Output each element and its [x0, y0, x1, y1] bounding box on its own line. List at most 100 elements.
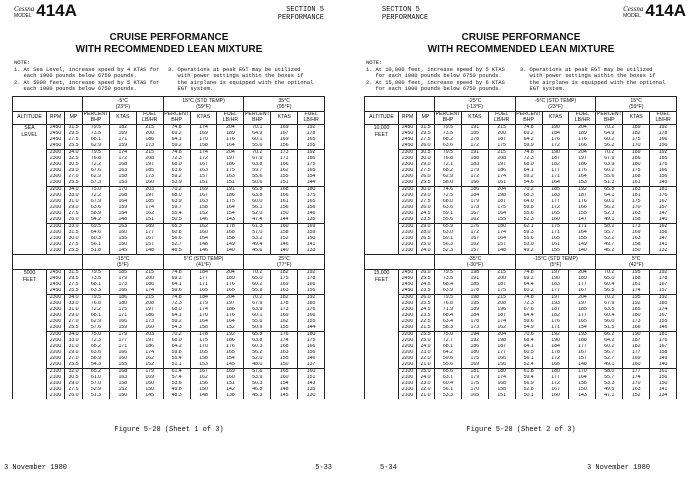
data-row: 2300 26.0 79.5 198 215 74.8 197 204 70.2 195 192 [365, 294, 678, 301]
table-cell: 21.5 [415, 325, 436, 332]
temperature-row: -5°C (23°F) 15°C (STD TEMP) (59°F) 35°C (95°F… [11, 96, 326, 112]
table-cell: 174 [649, 307, 678, 313]
temperature-line: (5°F) [549, 262, 562, 268]
table-cell: 68.1 [434, 344, 462, 350]
table-cell: 63.8 [243, 162, 272, 168]
data-row: 2450 29.5 73.5 179 200 69.2 177 189 65.0 175 178 [13, 276, 326, 282]
table-cell: 60.1 [243, 137, 272, 143]
table-cell: 27.5 [63, 387, 84, 393]
table-cell: 156 [297, 288, 326, 295]
table-cell: 166 [297, 313, 326, 319]
section-number: SECTION 5 [382, 6, 420, 14]
temperature-line: 15°C [630, 98, 642, 104]
table-cell: 2100 [398, 393, 417, 399]
table-cell: 168 [270, 186, 299, 193]
table-cell: 30.5 [63, 162, 84, 168]
page-number: 5-34 [380, 464, 397, 472]
column-label: KTAS [541, 111, 570, 125]
data-row: 2200 29.0 63.6 159 174 59.7 158 164 56.1 156 156 [13, 205, 326, 211]
data-row: 2100 25.0 65.6 181 180 61.8 180 170 58.0 177 161 [365, 368, 678, 375]
temperature-row: -15°C (5°F) 5°C (STD TEMP) (41°F) 25°C (77°F) [11, 254, 326, 270]
table-cell: 63.9 [434, 288, 462, 295]
table-cell: 48.0 [243, 362, 272, 369]
table-cell: 24.5 [415, 282, 436, 288]
table-cell: 164 [216, 143, 245, 150]
table-cell: 172 [460, 230, 489, 236]
table-cell: 52.0 [243, 356, 272, 362]
table-cell: 167 [270, 131, 299, 137]
table-cell: 176 [270, 331, 299, 338]
table-cell: 140 [270, 248, 299, 255]
table-cell: 176 [216, 137, 245, 143]
table-cell: 172 [460, 174, 489, 180]
data-row: 2100 24.0 63.1 179 174 59.4 177 164 55.7 174 156 [365, 375, 678, 381]
table-cell: 157 [649, 205, 678, 211]
data-row: 2200 21.0 55.6 169 156 52.4 166 148 49.1 160 140 [365, 362, 678, 369]
table-cell: 29.0 [415, 193, 436, 199]
table-cell: 168 [270, 344, 299, 350]
table-cell: 27.5 [415, 168, 436, 174]
table-cell: 162 [649, 223, 678, 230]
table-cell: 173 [270, 307, 299, 313]
table-cell: 22.5 [415, 319, 436, 325]
table-cell: 169 [460, 362, 489, 369]
table-cell: 151 [216, 180, 245, 187]
table-cell: 59.1 [434, 211, 462, 217]
data-row: 2200 31.0 68.2 171 186 64.2 170 176 60.3 168 166 [13, 344, 326, 350]
column-label: ALTITUDE [364, 111, 399, 125]
table-cell: 189 [216, 131, 245, 137]
column-label: ALTITUDE [12, 111, 47, 125]
altitude-line: FEET [374, 276, 389, 283]
table-cell: 169 [270, 124, 299, 131]
note-number: 2. [14, 79, 21, 86]
notes-column: NOTE: 1. At 10,000 feet, increase speed by… [366, 60, 512, 93]
temperature-row: -35°C (-30°F) -15°C (STD TEMP) (5°F) 5°C (42°… [363, 254, 678, 270]
temperature-line: 35°C [278, 98, 291, 104]
column-label: FUEL LB/HR [216, 111, 245, 125]
table-cell: 175 [297, 338, 326, 344]
table-cell: 166 [297, 344, 326, 350]
table-cell: 50.1 [514, 393, 543, 399]
table-cell: 57.6 [243, 368, 272, 375]
column-label: KTAS [108, 111, 137, 125]
title-line: WITH RECOMMENDED LEAN MIXTURE [427, 44, 615, 55]
data-row: 2200 33.0 72.2 168 197 68.0 167 186 63.8 166 175 [13, 193, 326, 199]
table-cell: 148 [270, 387, 299, 393]
table-cell: 164 [216, 205, 245, 211]
table-cell: 151 [216, 381, 245, 387]
table-cell: 33.0 [63, 223, 84, 230]
data-row: 2200 30.0 74.6 186 204 70.2 185 192 65.8 183 181 [365, 186, 678, 193]
table-cell: 65.0 [243, 276, 272, 282]
table-cell: 79.5 [434, 149, 462, 156]
data-row: 2100 30.5 61.0 163 169 57.4 162 160 53.9 160 151 [13, 375, 326, 381]
table-cell: 31.5 [63, 230, 84, 236]
table-cell: 68.2 [434, 168, 462, 174]
notes-heading: NOTE: [366, 60, 383, 66]
table-cell: 29.0 [63, 205, 84, 211]
table-cell: 21.0 [415, 362, 436, 369]
column-label: PERCENT BHP [434, 111, 462, 125]
page: Cessna MODEL 414A SECTION 5 PERFORMANCE C… [0, 0, 338, 486]
table-cell: 27.0 [63, 319, 84, 325]
date: 3 November 1980 [4, 464, 68, 472]
table-cell: 169 [216, 368, 245, 375]
table-cell: 25.5 [63, 325, 84, 332]
table-cell: 155 [649, 319, 678, 325]
table-cell: 27.5 [63, 282, 84, 288]
table-cell: 68.2 [434, 137, 462, 143]
table-cell: 181 [649, 186, 678, 193]
data-row: 2200 26.0 54.2 148 151 50.5 146 143 47.4 144 135 [13, 217, 326, 224]
table-cell: 198 [460, 294, 489, 301]
table-cell: 25.5 [415, 331, 436, 338]
table-cell: 50.3 [243, 381, 272, 387]
table-cell: 184 [460, 193, 489, 199]
table-cell: 147 [649, 236, 678, 242]
table-cell: 162 [460, 217, 489, 224]
table-cell: 185 [460, 282, 489, 288]
column-label-row: ALTITUDE RPM MP PERCENT BHP KTAS FUEL LB/HR PE… [364, 111, 678, 125]
table-cell: 47.4 [243, 217, 272, 224]
table-cell: 204 [216, 124, 245, 131]
column-label: KTAS [622, 111, 651, 125]
figure-caption: Figure 5-20 (Sheet 2 of 3) [466, 426, 576, 434]
table-cell: 60.4 [434, 381, 462, 387]
